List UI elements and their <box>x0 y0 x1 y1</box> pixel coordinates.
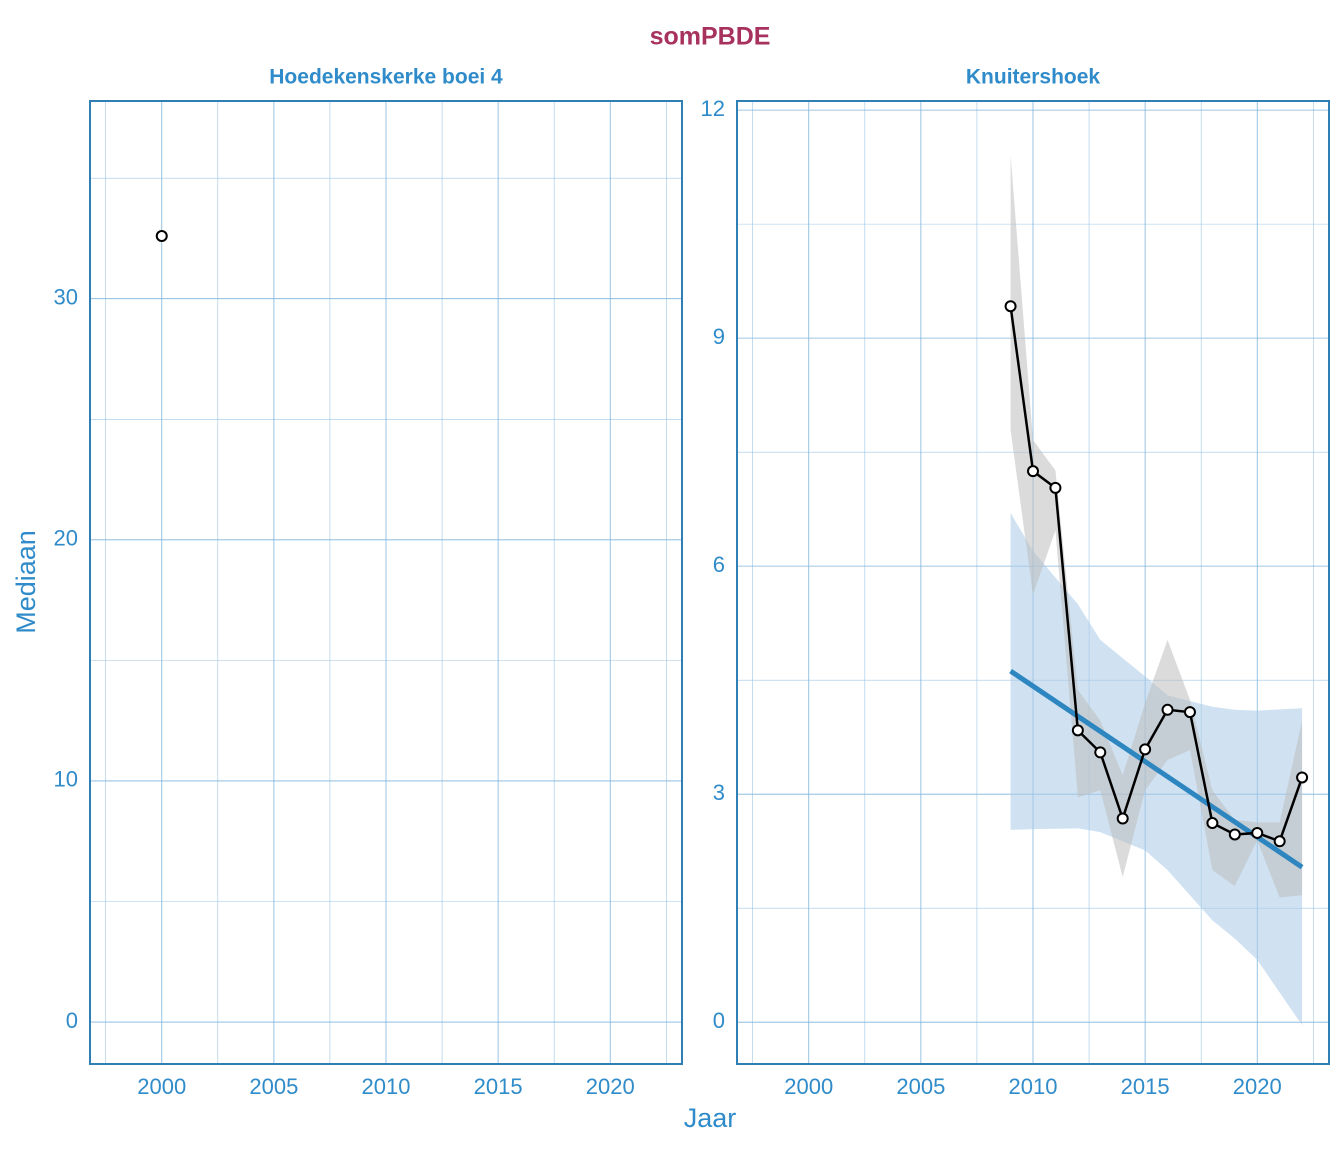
y-tick-label: 10 <box>54 767 78 792</box>
x-tick-label: 2015 <box>474 1074 523 1099</box>
x-tick-label: 2005 <box>896 1074 945 1099</box>
data-point <box>1071 724 1084 737</box>
y-axis-label: Mediaan <box>11 530 41 634</box>
chart-title: somPBDE <box>650 23 771 51</box>
data-point <box>1206 817 1219 830</box>
y-tick-label: 30 <box>54 285 78 310</box>
x-tick-label: 2015 <box>1121 1074 1170 1099</box>
x-tick-label: 2000 <box>784 1074 833 1099</box>
x-tick-label: 2010 <box>1009 1074 1058 1099</box>
panel-title: Knuitershoek <box>966 66 1101 89</box>
y-tick-label: 3 <box>713 780 725 805</box>
data-point <box>155 230 168 243</box>
data-point <box>1094 746 1107 759</box>
y-tick-label: 9 <box>713 324 725 349</box>
data-point <box>1251 826 1264 839</box>
x-axis-label: Jaar <box>684 1103 737 1133</box>
data-point <box>1004 300 1017 313</box>
data-point <box>1116 812 1129 825</box>
panel-title: Hoedekenskerke boei 4 <box>269 66 503 89</box>
panel-border <box>736 100 1330 1065</box>
x-tick-label: 2005 <box>249 1074 298 1099</box>
x-tick-label: 2000 <box>137 1074 186 1099</box>
panel-border <box>89 100 683 1065</box>
data-point <box>1228 828 1241 841</box>
y-tick-label: 0 <box>66 1008 78 1033</box>
y-tick-label: 6 <box>713 552 725 577</box>
data-point <box>1273 835 1286 848</box>
data-point <box>1049 481 1062 494</box>
y-tick-label: 20 <box>54 526 78 551</box>
data-point <box>1183 706 1196 719</box>
x-tick-label: 2020 <box>1233 1074 1282 1099</box>
data-point <box>1139 743 1152 756</box>
data-point <box>1296 771 1309 784</box>
x-tick-label: 2010 <box>362 1074 411 1099</box>
y-tick-label: 0 <box>713 1008 725 1033</box>
x-tick-label: 2020 <box>586 1074 635 1099</box>
data-point <box>1027 465 1039 478</box>
data-ribbon <box>1010 154 1303 898</box>
y-tick-label: 12 <box>701 96 725 121</box>
data-point <box>1161 703 1174 716</box>
